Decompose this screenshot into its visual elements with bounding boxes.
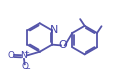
Text: N: N [50, 25, 58, 35]
Text: O: O [58, 40, 67, 50]
Text: O: O [7, 51, 14, 60]
Text: −: − [24, 66, 30, 72]
Text: +: + [24, 50, 29, 56]
Text: O: O [21, 62, 28, 71]
Text: N: N [21, 51, 27, 60]
